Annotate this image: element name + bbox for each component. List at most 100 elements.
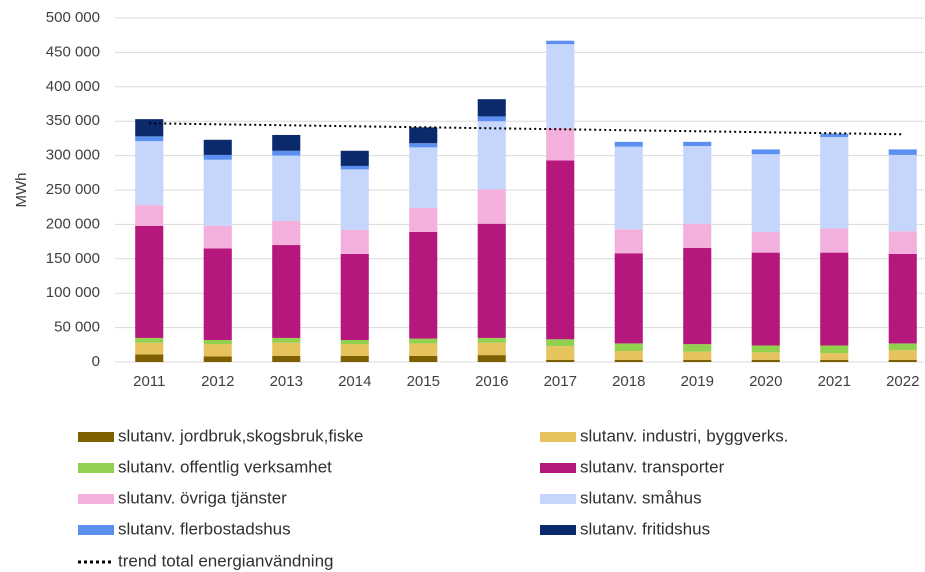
bar-segment	[477, 337, 506, 343]
bar-segment	[135, 354, 164, 362]
bar-segment	[820, 345, 849, 354]
bar-segment	[477, 223, 506, 338]
bar-segment	[340, 165, 369, 170]
x-tick-label: 2020	[749, 373, 782, 390]
bar-segment	[477, 355, 506, 362]
bar-segment	[683, 359, 712, 362]
y-tick-label: 400 000	[46, 78, 100, 95]
bar-segment	[477, 342, 506, 356]
bar-segment	[820, 353, 849, 360]
legend-swatch	[78, 432, 114, 442]
x-tick-label: 2012	[201, 373, 234, 390]
legend-swatch	[540, 525, 576, 535]
bar-segment	[888, 231, 917, 254]
bar-segment	[888, 350, 917, 360]
legend-label: slutanv. jordbruk,skogsbruk,fiske	[118, 426, 363, 445]
bar-segment	[272, 342, 301, 356]
bar-segment	[203, 339, 232, 345]
bar-segment	[203, 139, 232, 155]
y-axis-label: MWh	[13, 173, 30, 208]
bar-segment	[888, 149, 917, 155]
bar-segment	[546, 346, 575, 360]
y-tick-label: 150 000	[46, 250, 100, 267]
bar-segment	[820, 228, 849, 253]
x-tick-label: 2021	[818, 373, 851, 390]
bar-segment	[888, 253, 917, 344]
x-tick-label: 2013	[270, 373, 303, 390]
bar-segment	[135, 225, 164, 338]
bar-segment	[340, 253, 369, 340]
y-tick-label: 100 000	[46, 284, 100, 301]
bar-segment	[340, 355, 369, 362]
y-tick-label: 250 000	[46, 181, 100, 198]
bar-segment	[135, 342, 164, 355]
bar-segment	[409, 231, 438, 339]
bar-segment	[272, 245, 301, 338]
bar-segment	[135, 205, 164, 226]
bar-segment	[546, 160, 575, 340]
bar-segment	[820, 359, 849, 362]
bar-segment	[751, 149, 780, 155]
bar-segment	[751, 345, 780, 353]
bar-segment	[477, 99, 506, 117]
legend-label: slutanv. fritidshus	[580, 519, 710, 538]
x-tick-label: 2019	[681, 373, 714, 390]
bar-segment	[888, 343, 917, 351]
y-tick-label: 350 000	[46, 112, 100, 129]
bar-segment	[614, 146, 643, 230]
bar-segment	[614, 253, 643, 344]
bar-segment	[683, 141, 712, 146]
legend-swatch	[78, 463, 114, 473]
legend-swatch	[78, 494, 114, 504]
bar-segment	[135, 337, 164, 343]
bar-segment	[477, 116, 506, 122]
bar-segment	[614, 350, 643, 360]
bar-segment	[820, 252, 849, 346]
x-tick-label: 2017	[544, 373, 577, 390]
legend-label: slutanv. övriga tjänster	[118, 488, 287, 507]
bar-segment	[203, 225, 232, 249]
bar-segment	[546, 339, 575, 347]
bar-segment	[751, 154, 780, 232]
bar-segment	[272, 355, 301, 362]
bar-segment	[751, 359, 780, 362]
bar-segment	[272, 150, 301, 156]
x-tick-label: 2015	[407, 373, 440, 390]
bar-segment	[614, 343, 643, 351]
bar-segment	[340, 150, 369, 166]
bar-segment	[340, 339, 369, 345]
bar-segment	[409, 127, 438, 144]
legend-label: slutanv. småhus	[580, 488, 702, 507]
bar-segment	[409, 207, 438, 232]
bar-segment	[409, 338, 438, 344]
bar-segment	[683, 351, 712, 360]
bar-segment	[409, 355, 438, 362]
y-tick-label: 500 000	[46, 9, 100, 26]
x-tick-label: 2018	[612, 373, 645, 390]
legend-swatch	[78, 525, 114, 535]
y-tick-label: 50 000	[54, 319, 100, 336]
bar-segment	[888, 359, 917, 362]
bar-segment	[272, 155, 301, 221]
bar-segment	[409, 147, 438, 208]
bar-segment	[340, 169, 369, 230]
bar-segment	[203, 159, 232, 226]
trend-line	[149, 122, 903, 136]
bar-segment	[203, 356, 232, 362]
bar-segment	[203, 154, 232, 160]
y-tick-label: 200 000	[46, 215, 100, 232]
bar-segment	[888, 154, 917, 232]
legend-label: slutanv. offentlig verksamhet	[118, 457, 332, 476]
x-tick-label: 2014	[338, 373, 371, 390]
bar-segment	[751, 252, 780, 346]
bar-segment	[272, 337, 301, 343]
bar-segment	[683, 223, 712, 248]
bar-segment	[272, 134, 301, 151]
bar-segment	[546, 44, 575, 129]
bar-segment	[820, 137, 849, 229]
bar-segment	[340, 229, 369, 254]
bar-segment	[203, 344, 232, 357]
legend-swatch	[540, 432, 576, 442]
y-tick-label: 300 000	[46, 147, 100, 164]
